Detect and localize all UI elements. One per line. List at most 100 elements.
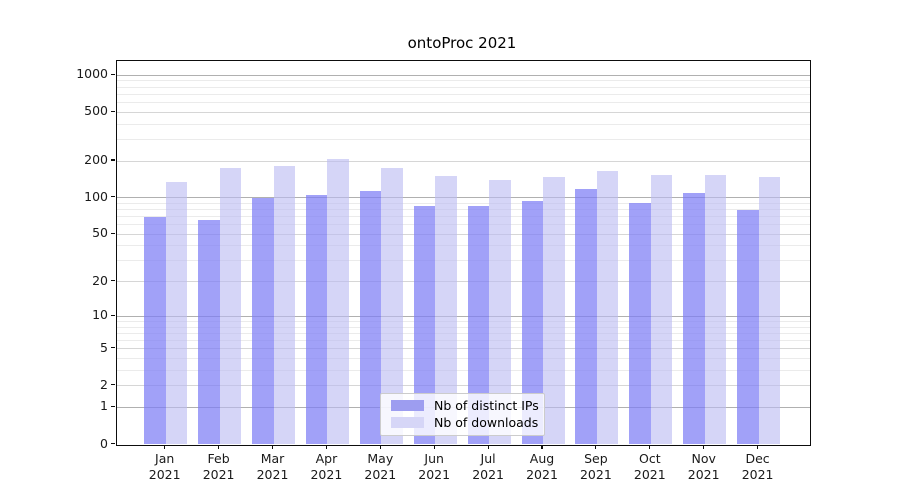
- gridline-minor: [116, 332, 810, 334]
- x-tick-year: 2021: [741, 466, 774, 482]
- chart-title: ontoProc 2021: [407, 34, 517, 52]
- y-tick-label: 1000: [76, 66, 108, 82]
- x-tick-mark: [218, 444, 220, 449]
- y-tick-mark: [111, 384, 115, 386]
- x-tick-month: Sep: [584, 450, 608, 466]
- y-tick-mark: [111, 314, 115, 316]
- x-tick-year: 2021: [526, 466, 558, 482]
- x-tick-month: Aug: [529, 450, 555, 466]
- bar-distinct-ips-may: [359, 191, 382, 445]
- x-tick-label: Jul 2021: [456, 451, 520, 483]
- x-tick-month: May: [367, 450, 394, 466]
- gridline-mid: [116, 111, 810, 113]
- x-tick-label: Jan 2021: [133, 451, 197, 483]
- bar-distinct-ips-feb: [198, 219, 220, 445]
- gridline-minor: [116, 216, 810, 218]
- bar-downloads-jun: [435, 175, 457, 445]
- gridline-minor: [116, 326, 810, 328]
- x-tick-mark: [433, 444, 435, 449]
- bar-downloads-aug: [543, 176, 565, 445]
- gridline-minor: [116, 93, 810, 95]
- gridline-minor: [116, 209, 810, 211]
- y-tick-label: 1: [100, 398, 108, 414]
- x-tick-month: Nov: [691, 450, 716, 466]
- plot-area: [115, 59, 811, 446]
- x-tick-month: Mar: [260, 450, 285, 466]
- legend-item-distinct-ips: Nb of distinct IPs: [381, 398, 544, 413]
- x-tick-mark: [487, 444, 489, 449]
- y-tick-mark: [111, 405, 115, 408]
- x-tick-label: May 2021: [348, 451, 412, 483]
- gridline-minor: [116, 86, 810, 88]
- x-tick-year: 2021: [148, 466, 181, 482]
- gridline-mid: [116, 233, 810, 235]
- x-tick-year: 2021: [687, 466, 720, 482]
- gridline-minor: [116, 138, 810, 140]
- gridline-minor: [116, 357, 810, 359]
- gridline-minor: [116, 202, 810, 204]
- x-tick-mark: [164, 444, 166, 449]
- x-tick-month: Dec: [745, 450, 770, 466]
- gridline-minor: [116, 101, 810, 103]
- gridline-major: [116, 74, 810, 76]
- y-tick-label: 2: [100, 376, 108, 392]
- x-tick-mark: [541, 444, 543, 449]
- x-tick-month: Jan: [155, 450, 175, 466]
- x-tick-label: Sep 2021: [564, 451, 628, 483]
- x-tick-year: 2021: [633, 466, 666, 482]
- x-tick-label: Jun 2021: [402, 451, 466, 483]
- x-tick-label: Oct 2021: [618, 451, 682, 483]
- y-tick-label: 20: [92, 272, 108, 288]
- bar-downloads-oct: [650, 174, 673, 445]
- y-tick-mark: [111, 280, 115, 282]
- y-tick-label: 0: [100, 435, 108, 451]
- bar-distinct-ips-jun: [413, 206, 436, 445]
- x-tick-month: Feb: [207, 450, 230, 466]
- x-tick-year: 2021: [256, 466, 289, 482]
- x-tick-mark: [379, 444, 381, 449]
- x-tick-mark: [325, 444, 327, 449]
- gridline-minor: [116, 123, 810, 125]
- y-tick-label: 10: [92, 307, 108, 323]
- x-tick-mark: [649, 444, 651, 449]
- bar-distinct-ips-jul: [467, 206, 490, 445]
- bar-distinct-ips-nov: [683, 193, 705, 445]
- y-tick-label: 100: [84, 188, 108, 204]
- bar-distinct-ips-mar: [252, 197, 274, 445]
- legend-label-downloads: Nb of downloads: [434, 415, 539, 430]
- gridline-minor: [116, 245, 810, 247]
- gridline-minor: [116, 369, 810, 371]
- y-tick-mark: [111, 232, 115, 234]
- bar-downloads-dec: [758, 177, 781, 445]
- y-tick-label: 500: [84, 103, 108, 119]
- bar-downloads-nov: [704, 174, 727, 445]
- y-tick-mark: [111, 196, 115, 198]
- x-tick-year: 2021: [310, 466, 343, 482]
- x-tick-mark: [595, 444, 597, 449]
- gridline-mid: [116, 348, 810, 350]
- gridline-mid: [116, 385, 810, 387]
- gridline-minor: [116, 260, 810, 262]
- gridline-mid: [116, 160, 810, 162]
- x-tick-label: Mar 2021: [241, 451, 305, 483]
- legend-label-distinct-ips: Nb of distinct IPs: [434, 398, 539, 413]
- bar-downloads-sep: [596, 171, 619, 445]
- gridline-major: [116, 315, 810, 317]
- x-tick-mark: [757, 444, 759, 449]
- x-tick-label: Aug 2021: [510, 451, 574, 483]
- bar-downloads-may: [381, 167, 403, 445]
- y-tick-mark: [111, 442, 115, 445]
- y-tick-mark: [111, 159, 115, 161]
- y-tick-mark: [111, 110, 115, 112]
- y-tick-label: 5: [100, 339, 108, 355]
- gridline-minor: [116, 224, 810, 226]
- x-tick-label: Dec 2021: [726, 451, 790, 483]
- y-tick-label: 50: [92, 225, 108, 241]
- legend-item-downloads: Nb of downloads: [381, 415, 544, 430]
- gridline-mid: [116, 281, 810, 283]
- y-tick-mark: [111, 347, 115, 349]
- bar-distinct-ips-sep: [575, 188, 597, 445]
- bar-distinct-ips-jan: [144, 217, 166, 445]
- bar-downloads-jan: [165, 181, 188, 445]
- legend: Nb of distinct IPs Nb of downloads: [380, 392, 545, 436]
